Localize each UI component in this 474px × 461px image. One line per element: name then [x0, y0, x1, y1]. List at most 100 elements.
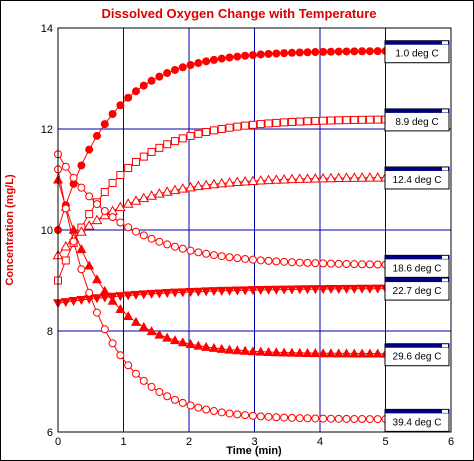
data-point: [84, 295, 95, 305]
series-8-9-deg-c: [54, 115, 390, 285]
tag-bar: [385, 255, 449, 260]
data-point: [326, 116, 335, 125]
data-point: [295, 258, 304, 267]
data-point: [365, 47, 374, 56]
x-axis-label: Time (min): [226, 445, 282, 457]
data-point: [185, 339, 196, 349]
data-point: [303, 117, 312, 126]
data-point: [209, 407, 218, 416]
data-point: [193, 287, 204, 297]
data-point: [342, 116, 351, 125]
data-point: [256, 256, 265, 265]
data-point: [92, 131, 101, 140]
data-point: [163, 392, 172, 401]
series-label: 39.4 deg C: [393, 417, 442, 428]
tag-bar: [385, 40, 449, 45]
data-point: [263, 174, 274, 185]
data-point: [200, 179, 212, 190]
data-point: [108, 178, 117, 187]
tag-bar: [385, 166, 449, 171]
data-point: [217, 408, 226, 417]
data-point: [131, 227, 140, 236]
data-point: [216, 343, 227, 353]
data-point: [247, 175, 259, 185]
data-point: [256, 120, 265, 129]
x-tick-label: 4: [317, 436, 323, 448]
data-point: [99, 293, 110, 303]
data-point: [186, 61, 195, 70]
data-point: [256, 50, 265, 59]
data-point: [311, 259, 320, 268]
data-point: [302, 285, 313, 295]
data-point: [91, 294, 102, 304]
data-point: [69, 237, 78, 246]
data-point: [302, 347, 313, 357]
data-point: [241, 51, 250, 60]
series-line: [57, 50, 386, 231]
series-label-tag: 18.6 deg C: [384, 254, 450, 278]
data-point: [124, 93, 133, 102]
data-point: [77, 161, 86, 170]
data-point: [61, 256, 70, 265]
data-point: [255, 285, 266, 295]
data-point: [217, 124, 226, 133]
data-point: [348, 172, 360, 182]
data-point: [85, 210, 94, 219]
tag-close-icon: [442, 344, 448, 348]
data-point: [233, 52, 242, 61]
data-point: [231, 176, 243, 187]
data-point: [208, 287, 219, 297]
data-point: [350, 260, 359, 269]
data-point: [91, 274, 102, 284]
data-point: [233, 122, 242, 131]
series-label: 22.7 deg C: [393, 286, 442, 297]
data-point: [193, 180, 204, 191]
data-point: [341, 284, 352, 294]
data-point: [303, 48, 312, 57]
data-point: [241, 121, 250, 130]
data-point: [264, 256, 273, 265]
series-label: 8.9 deg C: [395, 117, 438, 128]
tag-bar: [385, 278, 449, 283]
data-point: [108, 339, 117, 348]
data-point: [342, 47, 351, 56]
plot-area: [57, 27, 452, 433]
data-point: [350, 115, 359, 124]
data-point: [76, 226, 87, 236]
data-point: [202, 57, 211, 66]
data-point: [99, 285, 110, 295]
data-point: [240, 345, 251, 355]
data-point: [162, 332, 173, 342]
data-point: [123, 311, 134, 321]
data-point: [302, 173, 313, 183]
data-point: [170, 65, 179, 74]
data-point: [130, 316, 141, 326]
data-point: [217, 54, 226, 63]
y-tick-label: 6: [47, 427, 53, 439]
data-point: [208, 178, 220, 189]
data-point: [225, 253, 234, 262]
data-point: [216, 177, 228, 188]
data-point: [225, 123, 234, 132]
data-point: [138, 290, 149, 300]
data-point: [248, 51, 257, 60]
data-point: [264, 49, 273, 58]
data-point: [342, 259, 351, 268]
data-point: [209, 126, 218, 135]
data-point: [326, 414, 335, 423]
data-point: [124, 223, 133, 232]
data-point: [116, 351, 125, 360]
data-point: [372, 348, 383, 358]
data-point: [319, 414, 328, 423]
data-point: [162, 289, 173, 299]
data-point: [256, 412, 265, 421]
data-point: [76, 296, 87, 306]
data-point: [280, 413, 289, 422]
data-point: [372, 172, 384, 182]
data-point: [100, 206, 109, 215]
data-point: [177, 288, 188, 298]
data-point: [155, 143, 164, 152]
data-point: [356, 172, 368, 182]
data-point: [349, 284, 360, 294]
data-point: [130, 290, 141, 300]
